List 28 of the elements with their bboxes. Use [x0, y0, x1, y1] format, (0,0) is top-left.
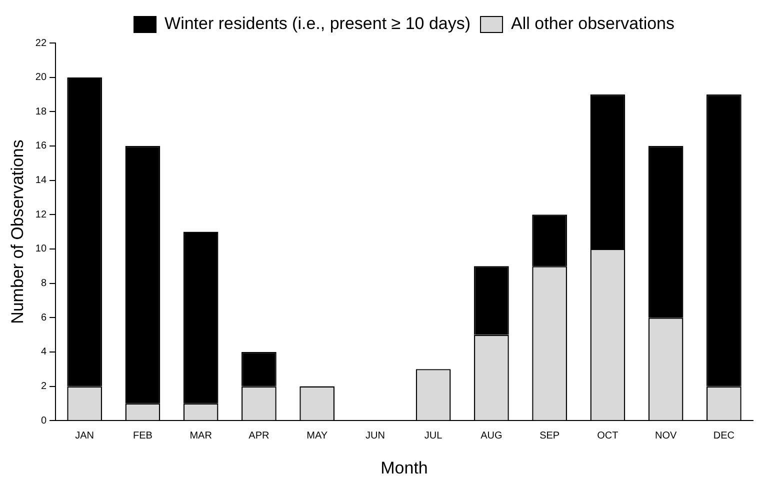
x-tick-label: OCT: [597, 430, 618, 442]
legend-label: All other observations: [511, 14, 675, 34]
x-tick-label: FEB: [132, 430, 153, 442]
y-tick-label: 20: [35, 72, 47, 84]
y-tick-label: 10: [35, 244, 47, 255]
y-tick-label: 18: [35, 106, 47, 118]
y-tick-label: 22: [35, 38, 47, 49]
y-tick-label: 2: [40, 381, 47, 392]
x-axis-title: Month: [380, 458, 428, 478]
x-tick-label: NOV: [654, 430, 677, 442]
x-tick-label: AUG: [480, 430, 502, 442]
y-axis-title: Number of Observations: [8, 140, 27, 324]
x-tick-label: DEC: [713, 430, 734, 442]
y-tick-label: 4: [40, 346, 47, 358]
x-tick-label: JUN: [365, 430, 385, 442]
x-tick-label: MAR: [190, 430, 212, 442]
x-tick-label: JUL: [424, 430, 443, 442]
x-tick-label: JAN: [75, 430, 94, 442]
x-tick-label: MAY: [306, 430, 328, 442]
legend-label: Winter residents (i.e., present ≥ 10 days): [164, 14, 471, 34]
y-tick-label: 14: [35, 175, 47, 186]
y-tick-label: 0: [40, 415, 47, 426]
y-tick-label: 8: [40, 278, 47, 290]
x-tick-label: SEP: [540, 430, 560, 442]
x-tick-label: APR: [248, 430, 270, 442]
y-tick-label: 6: [40, 312, 47, 324]
y-tick-label: 16: [35, 140, 47, 152]
y-tick-label: 12: [35, 209, 47, 220]
